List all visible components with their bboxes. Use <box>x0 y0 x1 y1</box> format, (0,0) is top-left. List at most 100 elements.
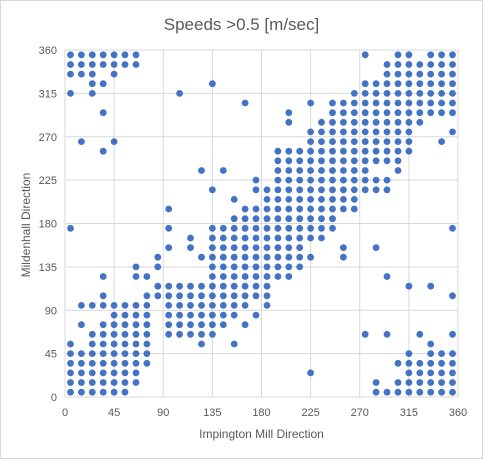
data-point <box>121 321 129 329</box>
data-point <box>99 302 107 309</box>
data-point <box>383 147 391 155</box>
data-point <box>88 388 96 396</box>
data-point <box>67 61 74 68</box>
data-point <box>427 282 435 290</box>
data-point <box>143 340 151 348</box>
data-point <box>198 253 205 261</box>
data-point <box>427 90 435 97</box>
data-point <box>78 302 85 309</box>
data-point <box>187 234 194 242</box>
data-point <box>110 311 118 319</box>
data-point <box>121 350 129 357</box>
data-point <box>329 205 336 213</box>
data-point <box>449 330 456 338</box>
data-point <box>329 186 336 194</box>
data-point <box>394 90 402 97</box>
data-point <box>241 321 249 329</box>
gridlines <box>64 49 459 398</box>
data-point <box>329 215 336 223</box>
data-point <box>318 186 325 194</box>
data-point <box>394 109 402 117</box>
data-point <box>307 167 314 174</box>
data-point <box>263 215 271 223</box>
data-point <box>198 311 205 319</box>
data-point <box>416 330 424 338</box>
data-point <box>187 244 194 252</box>
data-point <box>219 224 227 232</box>
data-point <box>372 388 380 396</box>
data-point <box>241 292 249 300</box>
data-point <box>88 330 96 338</box>
data-point <box>329 128 336 136</box>
data-points <box>67 51 456 396</box>
data-point <box>121 340 129 348</box>
data-point <box>274 273 282 280</box>
data-point <box>165 244 173 252</box>
data-point <box>121 302 129 309</box>
data-point <box>285 157 293 165</box>
data-point <box>394 359 402 367</box>
data-point <box>296 224 304 232</box>
data-point <box>405 350 413 357</box>
data-point <box>318 176 325 184</box>
data-point <box>165 321 173 329</box>
data-point <box>350 118 358 126</box>
x-axis-title: Impington Mill Direction <box>199 427 324 441</box>
data-point <box>67 359 74 367</box>
data-point <box>285 273 293 280</box>
data-point <box>372 176 380 184</box>
data-point <box>361 176 369 184</box>
data-point <box>88 359 96 367</box>
data-point <box>372 147 380 155</box>
data-point <box>274 263 282 271</box>
data-point <box>350 157 358 165</box>
data-point <box>132 311 140 319</box>
data-point <box>372 244 380 252</box>
data-point <box>427 80 435 88</box>
data-point <box>361 186 369 194</box>
data-point <box>187 282 194 290</box>
data-point <box>285 109 293 117</box>
data-point <box>405 128 413 136</box>
data-point <box>165 302 173 309</box>
data-point <box>252 215 260 223</box>
data-point <box>340 205 347 213</box>
data-point <box>88 61 96 68</box>
y-tick-label: 90 <box>45 305 57 317</box>
data-point <box>394 167 402 174</box>
data-point <box>361 330 369 338</box>
data-point <box>78 70 85 78</box>
data-point <box>372 128 380 136</box>
data-point <box>252 263 260 271</box>
data-point <box>416 388 424 396</box>
data-point <box>449 379 456 386</box>
data-point <box>438 388 445 396</box>
data-point <box>372 80 380 88</box>
data-point <box>361 147 369 155</box>
data-point <box>263 263 271 271</box>
data-point <box>110 302 118 309</box>
data-point <box>405 61 413 68</box>
data-point <box>241 282 249 290</box>
data-point <box>154 253 162 261</box>
data-point <box>110 61 118 68</box>
data-point <box>252 292 260 300</box>
data-point <box>219 234 227 242</box>
data-point <box>350 147 358 155</box>
data-point <box>230 253 238 261</box>
data-point <box>372 109 380 117</box>
data-point <box>394 379 402 386</box>
data-point <box>67 369 74 377</box>
data-point <box>372 186 380 194</box>
data-point <box>88 379 96 386</box>
data-point <box>187 321 194 329</box>
data-point <box>121 51 129 59</box>
data-point <box>416 99 424 107</box>
x-tick-label: 0 <box>62 407 68 419</box>
data-point <box>361 167 369 174</box>
data-point <box>438 379 445 386</box>
data-point <box>329 167 336 174</box>
data-point <box>143 330 151 338</box>
data-point <box>209 330 216 338</box>
data-point <box>340 167 347 174</box>
